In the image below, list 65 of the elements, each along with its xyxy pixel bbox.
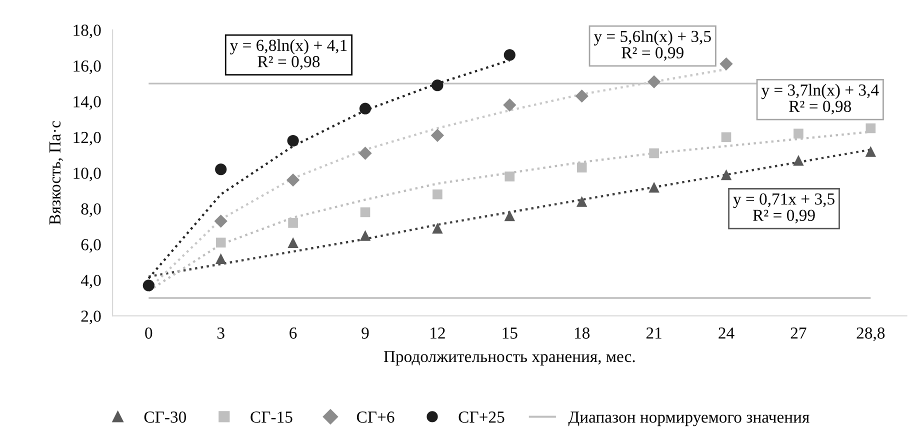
legend-label: СГ+6: [356, 412, 394, 423]
annotation: y = 0,71x + 3,5 R² = 0,99: [733, 193, 834, 224]
y-tick-label: 4,0: [80, 274, 101, 288]
point: [575, 89, 588, 103]
y-tick-label: 12,0: [74, 132, 101, 146]
point: [720, 169, 732, 180]
point: [432, 80, 444, 92]
point: [576, 162, 587, 172]
x-tick-label: 28,8: [856, 327, 885, 342]
point: [793, 155, 804, 166]
y-tick-label: 6,0: [81, 239, 101, 253]
point: [432, 222, 443, 234]
point: [432, 189, 442, 200]
point: [721, 132, 732, 142]
x-tick-label: 6: [290, 328, 297, 339]
y-tick-label: 8,0: [81, 203, 101, 217]
annotation: y = 6,8ln(x) + 4,1 R² = 0,98: [230, 39, 347, 70]
x-tick-label: 0: [145, 327, 152, 339]
point: [360, 207, 370, 218]
point: [430, 128, 444, 142]
point: [142, 280, 154, 292]
point: [794, 128, 804, 139]
point: [287, 134, 299, 147]
point: [648, 182, 660, 193]
y-tick-label: 18,0: [74, 24, 101, 38]
point: [288, 237, 298, 248]
x-tick-label: 15: [502, 328, 518, 339]
y-tick-label: 10,0: [74, 168, 101, 182]
annotation: y = 5,6ln(x) + 3,5 R² = 0,99: [594, 30, 711, 61]
point: [215, 164, 227, 176]
legend-label: СГ+25: [458, 412, 504, 423]
point: [720, 57, 733, 70]
y-tick-label: 2,0: [81, 310, 101, 324]
point: [504, 210, 516, 222]
point: [504, 49, 516, 61]
point: [288, 218, 298, 228]
y-tick-label: 16,0: [74, 60, 101, 74]
point: [649, 148, 659, 158]
y-tick-label: 14,0: [74, 96, 101, 110]
y-axis-title: Вязкость, Па·с: [49, 121, 63, 225]
x-axis-title: Продолжительность хранения, мес.: [384, 351, 635, 366]
point: [504, 172, 515, 182]
point: [576, 196, 588, 207]
legend-label: СГ-30: [144, 411, 186, 423]
point: [866, 123, 876, 134]
x-tick-label: 27: [790, 328, 806, 339]
x-tick-label: 9: [362, 328, 369, 339]
x-tick-label: 18: [574, 327, 590, 339]
legend-label: Диапазон нормируемого значения: [568, 412, 810, 426]
legend-label: СГ-15: [250, 412, 292, 423]
point: [286, 173, 300, 187]
x-tick-label: 21: [646, 328, 662, 339]
x-tick-label: 3: [217, 328, 224, 339]
point: [358, 146, 372, 160]
point: [360, 230, 371, 241]
x-tick-label: 24: [718, 328, 734, 339]
point: [647, 75, 661, 88]
point: [214, 214, 228, 228]
annotation: y = 3,7ln(x) + 3,4 R² = 0,98: [761, 84, 879, 114]
point: [359, 102, 372, 114]
point: [216, 238, 226, 248]
point: [503, 98, 516, 112]
x-tick-label: 12: [430, 328, 445, 339]
point: [865, 146, 876, 157]
point: [215, 253, 226, 264]
